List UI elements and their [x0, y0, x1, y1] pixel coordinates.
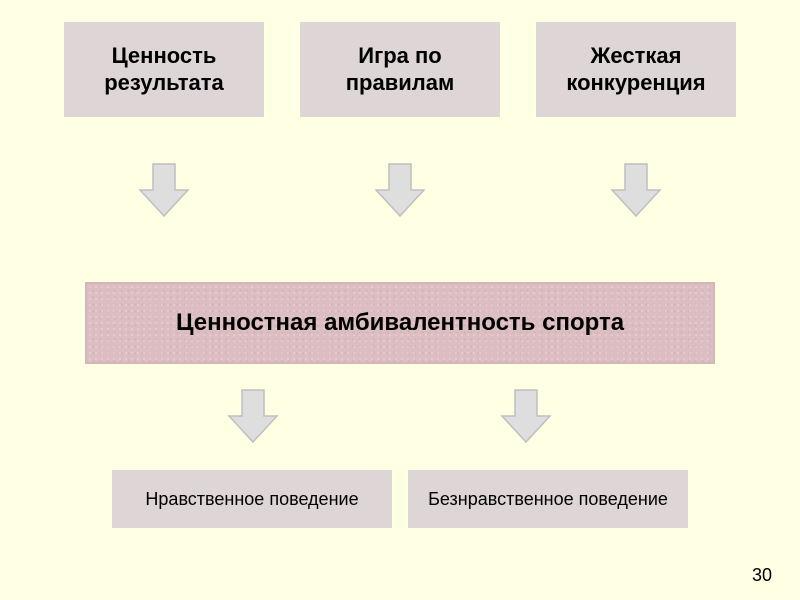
center-box-label: Ценностная амбивалентность спорта: [176, 309, 624, 337]
arrow-down-icon: [498, 388, 554, 444]
bottom-box-1-label: Нравственное поведение: [145, 489, 358, 510]
top-box-1-label: Ценность результата: [72, 43, 256, 96]
bottom-box-2: Безнравственное поведение: [408, 470, 688, 528]
bottom-box-1: Нравственное поведение: [112, 470, 392, 528]
top-box-3: Жесткая конкуренция: [536, 22, 736, 117]
bottom-box-2-label: Безнравственное поведение: [428, 489, 668, 510]
arrow-down-icon: [608, 162, 664, 218]
center-box: Ценностная амбивалентность спорта: [85, 282, 715, 364]
top-box-2: Игра по правилам: [300, 22, 500, 117]
top-box-2-label: Игра по правилам: [308, 43, 492, 96]
arrow-down-icon: [136, 162, 192, 218]
arrow-down-icon: [225, 388, 281, 444]
top-box-1: Ценность результата: [64, 22, 264, 117]
top-box-3-label: Жесткая конкуренция: [544, 43, 728, 96]
page-number: 30: [752, 565, 772, 586]
arrow-down-icon: [372, 162, 428, 218]
